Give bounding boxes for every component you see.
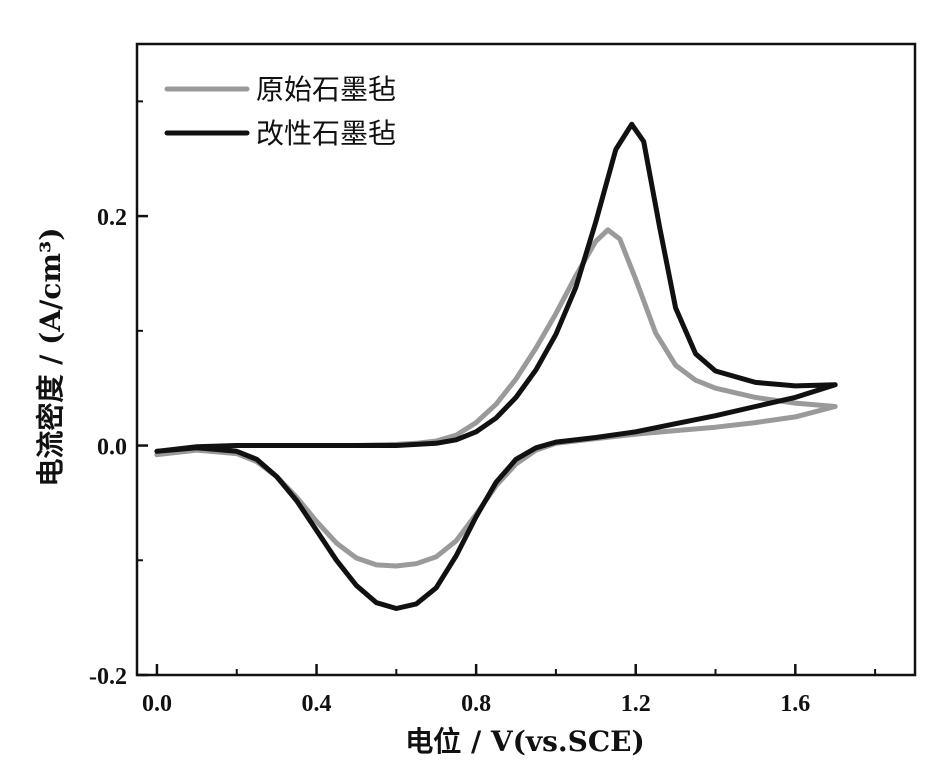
plot-frame (135, 42, 917, 677)
x-tick-label: 0.0 (142, 691, 172, 717)
legend-label-modified: 改性石墨毡 (256, 117, 396, 150)
y-axis-title: 电流密度 / (A/cm³) (34, 227, 67, 486)
x-tick-label: 1.2 (621, 691, 651, 717)
x-tick-label: 0.4 (302, 691, 332, 717)
x-tick-label: 1.6 (780, 691, 810, 717)
axis-ticks (137, 100, 877, 677)
legend-label-original: 原始石墨毡 (256, 73, 396, 106)
tick-labels: 0.0 0.4 0.8 1.2 1.6 -0.2 0.0 0.2 (89, 205, 810, 717)
x-tick-label: 0.8 (461, 691, 491, 717)
series-line-modified (154, 121, 838, 611)
series-layer (154, 121, 838, 611)
plot-border (135, 42, 917, 677)
x-axis-title: 电位 / V(vs.SCE) (405, 725, 645, 758)
y-tick-label: 0.2 (97, 205, 127, 231)
y-tick-label: 0.0 (97, 435, 127, 461)
legend: 原始石墨毡 改性石墨毡 (164, 73, 396, 150)
series-line-original (154, 227, 838, 569)
y-tick-label: -0.2 (89, 664, 127, 690)
